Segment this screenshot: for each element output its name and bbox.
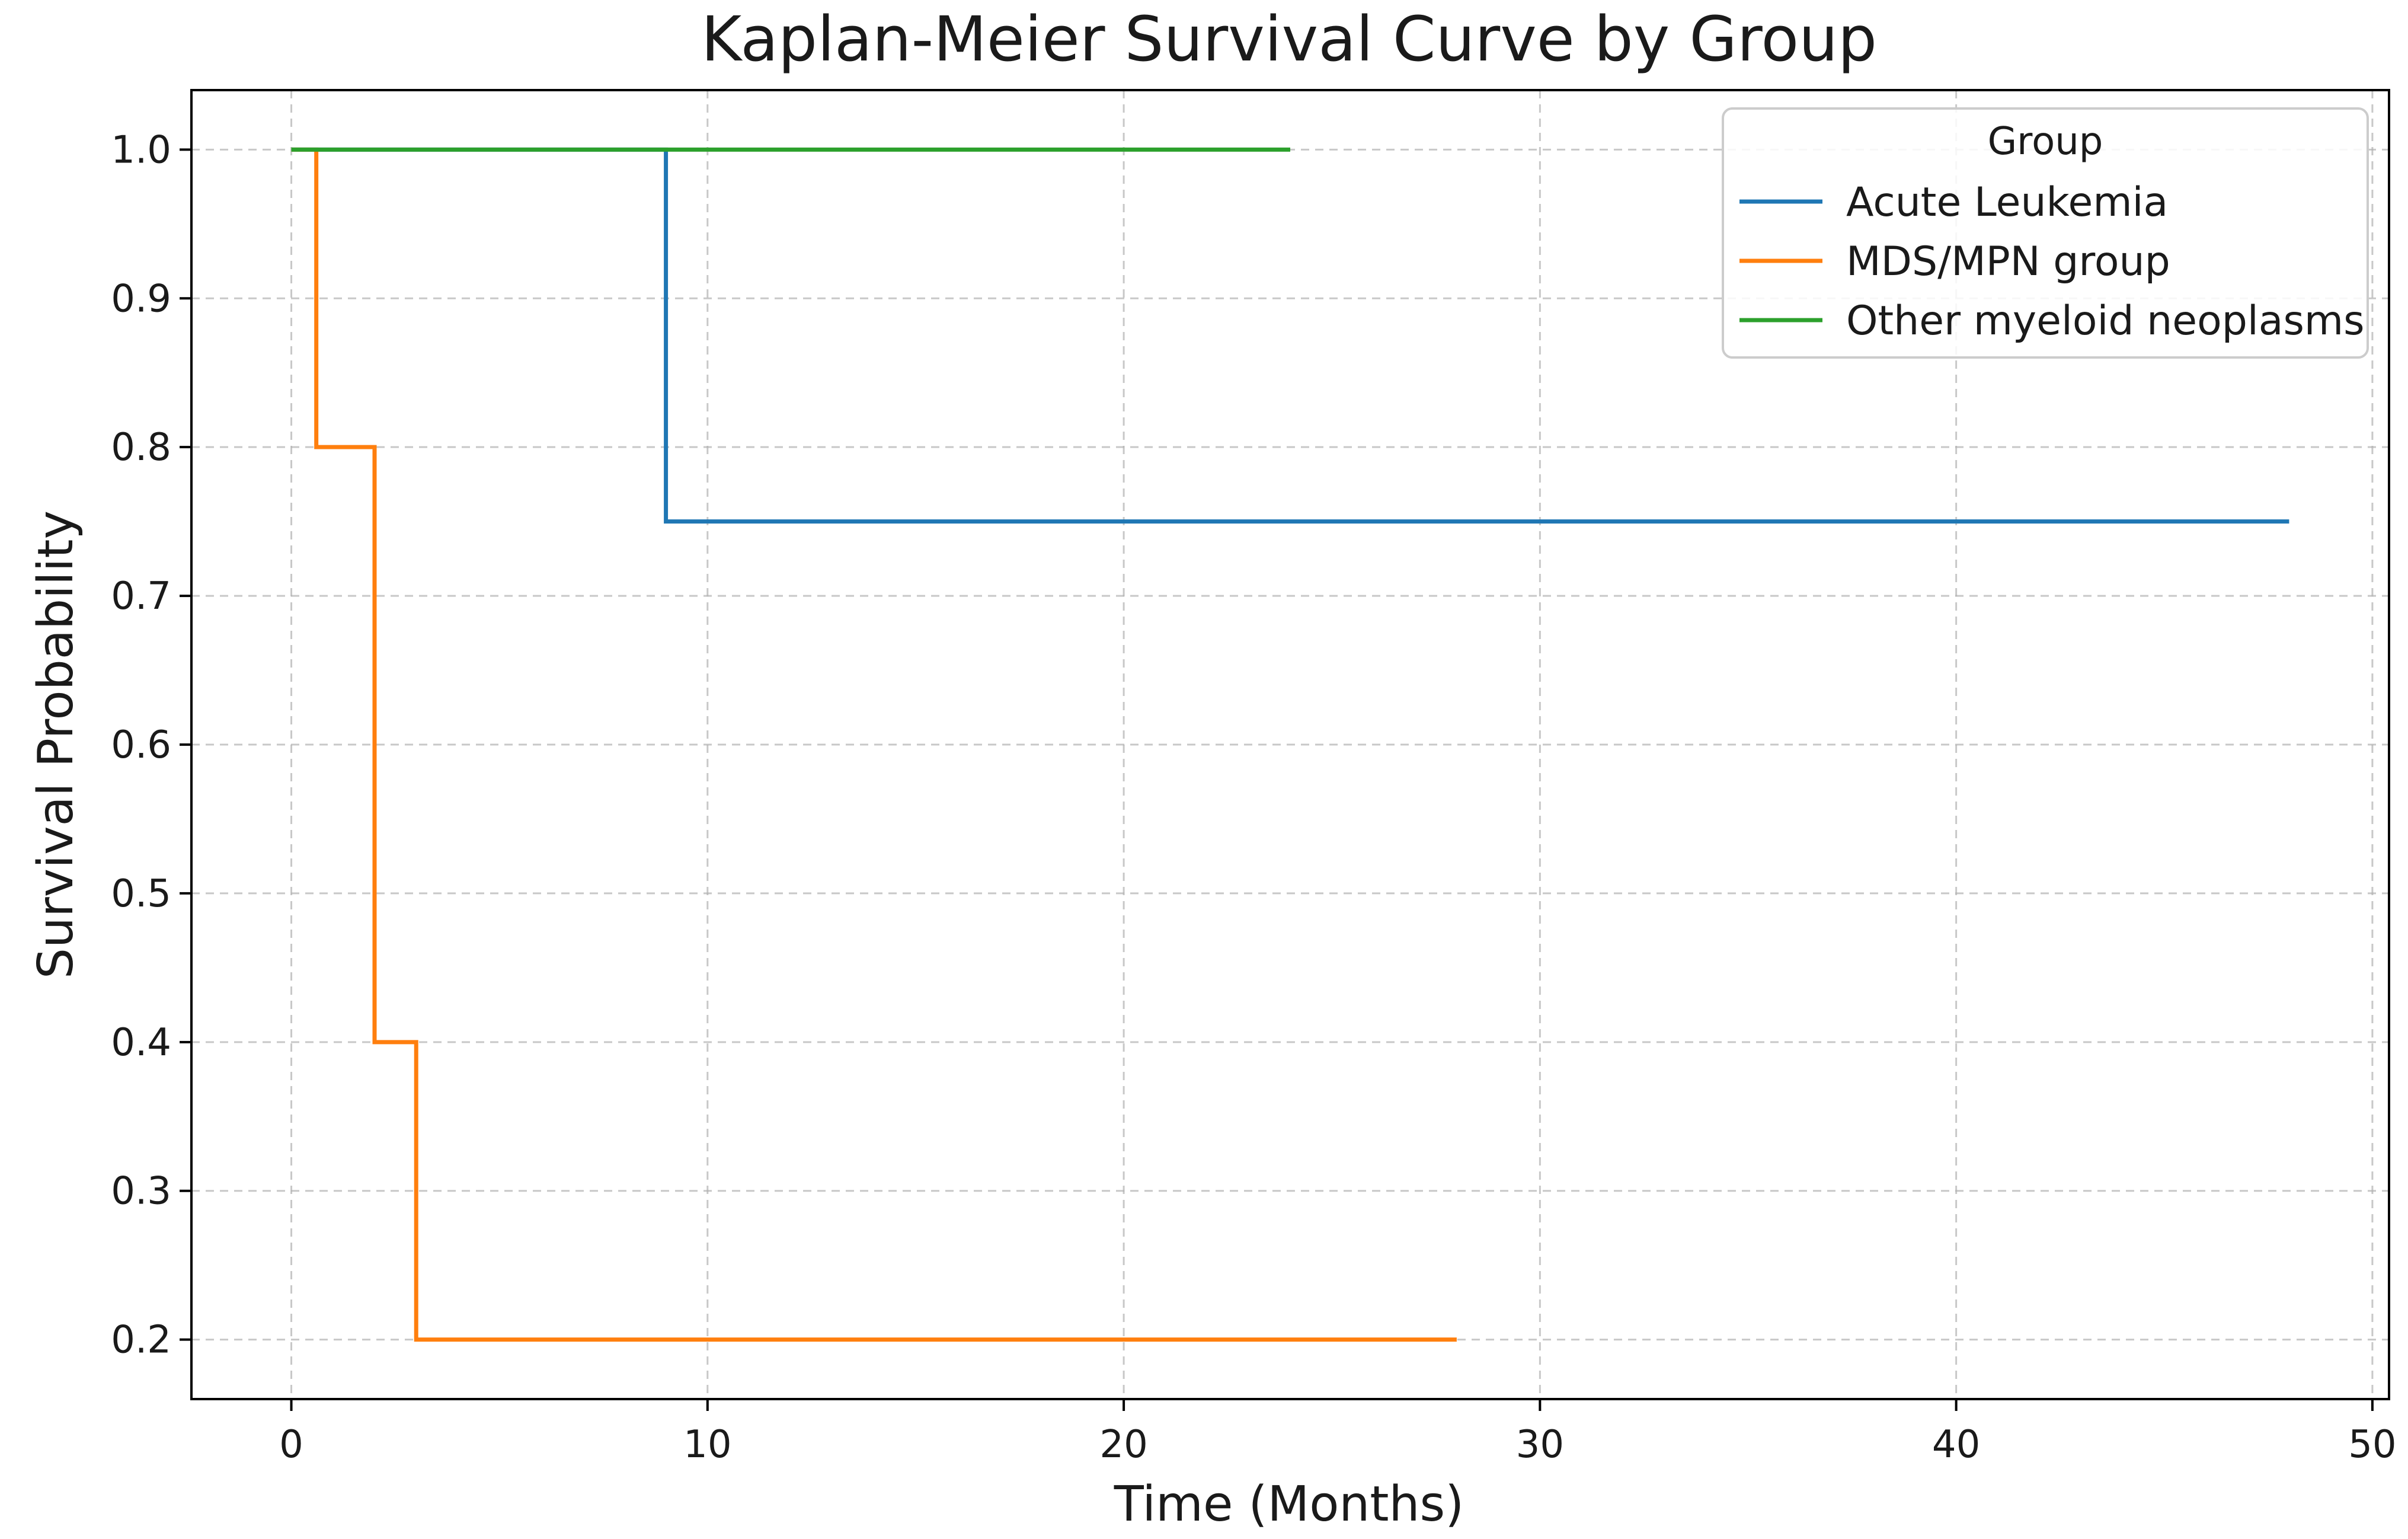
legend-label-other-myeloid-neoplasms: Other myeloid neoplasms (1846, 298, 2365, 344)
legend: Group Acute Leukemia MDS/MPN group Other m… (1722, 107, 2369, 359)
x-tick-label: 10 (683, 1423, 731, 1467)
y-tick-label: 0.2 (111, 1318, 171, 1362)
x-tick-label: 50 (2348, 1423, 2396, 1467)
series-line-mds-mpn-group (291, 147, 1457, 1342)
series-layer (291, 147, 2289, 1342)
y-tick-label: 0.3 (111, 1170, 171, 1214)
legend-title: Group (1988, 120, 2103, 164)
x-axis-label: Time (Months) (1114, 1476, 1464, 1532)
legend-items: Acute Leukemia MDS/MPN group Other myeloid… (1739, 179, 2365, 344)
x-tick-label: 30 (1516, 1423, 1564, 1467)
legend-box (1722, 107, 2369, 359)
y-tick-label: 0.8 (111, 426, 171, 470)
y-axis-label: Survival Probability (28, 510, 84, 979)
x-tick-label: 20 (1099, 1423, 1147, 1467)
y-tick-label: 0.6 (111, 723, 171, 767)
y-axis-ticks: 0.2 0.3 0.4 0.5 0.6 0.7 0.8 0.9 1.0 (111, 128, 191, 1362)
x-tick-label: 0 (279, 1423, 303, 1467)
legend-label-acute-leukemia: Acute Leukemia (1846, 179, 2168, 226)
y-tick-label: 0.5 (111, 872, 171, 916)
chart-title: Kaplan-Meier Survival Curve by Group (701, 3, 1877, 75)
x-axis-ticks: 0 10 20 30 40 50 (279, 1399, 2397, 1467)
y-tick-label: 1.0 (111, 128, 171, 172)
x-tick-label: 40 (1932, 1423, 1980, 1467)
y-tick-label: 0.7 (111, 574, 171, 618)
y-tick-label: 0.9 (111, 277, 171, 321)
y-tick-label: 0.4 (111, 1021, 171, 1065)
legend-label-mds-mpn-group: MDS/MPN group (1846, 238, 2170, 285)
